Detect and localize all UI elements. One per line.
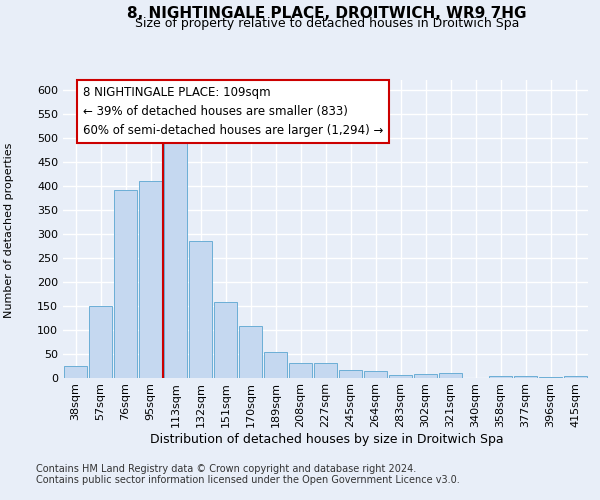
Bar xyxy=(338,370,362,378)
Text: 8 NIGHTINGALE PLACE: 109sqm
← 39% of detached houses are smaller (833)
60% of se: 8 NIGHTINGALE PLACE: 109sqm ← 39% of det… xyxy=(83,86,383,137)
Text: Distribution of detached houses by size in Droitwich Spa: Distribution of detached houses by size … xyxy=(150,432,504,446)
Bar xyxy=(314,363,337,378)
Bar xyxy=(439,373,463,378)
Bar xyxy=(413,374,437,378)
Text: 8, NIGHTINGALE PLACE, DROITWICH, WR9 7HG: 8, NIGHTINGALE PLACE, DROITWICH, WR9 7HG xyxy=(127,6,527,21)
Text: Number of detached properties: Number of detached properties xyxy=(4,142,14,318)
Bar xyxy=(563,376,587,378)
Bar xyxy=(64,366,88,378)
Bar xyxy=(188,240,212,378)
Bar xyxy=(514,376,538,378)
Bar xyxy=(139,181,163,378)
Bar xyxy=(389,374,412,378)
Bar xyxy=(113,190,137,378)
Bar xyxy=(263,352,287,378)
Bar xyxy=(89,306,112,378)
Bar xyxy=(214,302,238,378)
Bar xyxy=(239,326,262,378)
Text: Size of property relative to detached houses in Droitwich Spa: Size of property relative to detached ho… xyxy=(135,18,519,30)
Bar xyxy=(488,376,512,378)
Bar xyxy=(164,139,187,378)
Bar xyxy=(289,363,313,378)
Bar xyxy=(364,372,388,378)
Text: Contains HM Land Registry data © Crown copyright and database right 2024.: Contains HM Land Registry data © Crown c… xyxy=(36,464,416,474)
Text: Contains public sector information licensed under the Open Government Licence v3: Contains public sector information licen… xyxy=(36,475,460,485)
